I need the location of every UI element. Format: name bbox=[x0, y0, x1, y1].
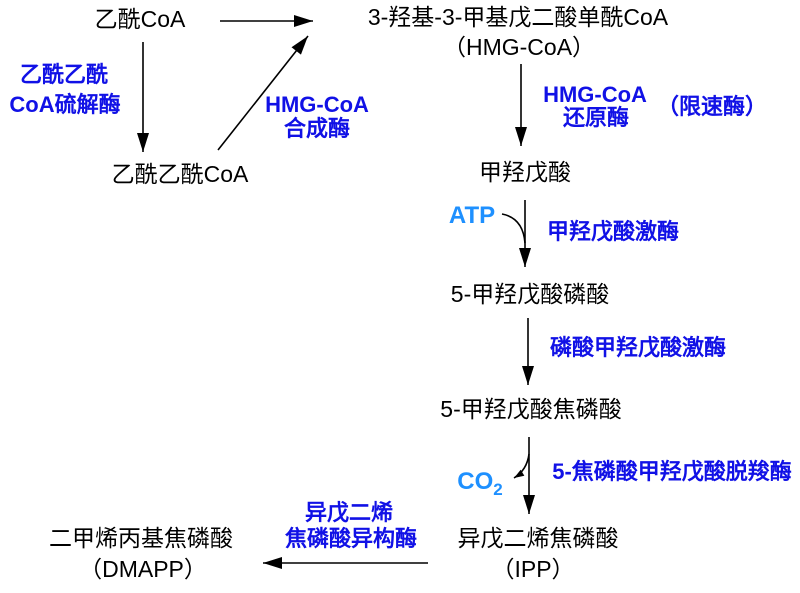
cofactor-atp: ATP bbox=[448, 202, 496, 229]
node-mevalonate-5-pyrophosphate: 5-甲羟戊酸焦磷酸 bbox=[440, 396, 622, 422]
node-dimethylallyl-pyrophosphate: 二甲烯丙基焦磷酸 bbox=[49, 525, 233, 551]
node-dimethylallyl-pyrophosphate-abbr: （DMAPP） bbox=[79, 556, 207, 582]
enzyme-hmg-coa-reductase-line2: 还原酶 bbox=[562, 105, 630, 130]
arrow-acetoacetylcoa-to-hmgcoa bbox=[217, 35, 309, 151]
enzyme-mevalonate-kinase: 甲羟戊酸激酶 bbox=[546, 219, 680, 244]
node-mevalonate-5-phosphate: 5-甲羟戊酸磷酸 bbox=[450, 281, 610, 307]
cofactor-co2: CO2 bbox=[457, 468, 503, 499]
node-acetyl-coa: 乙酰CoA bbox=[94, 6, 186, 32]
enzyme-pyrophosphomevalonate-decarboxylase: 5-焦磷酸甲羟戊酸脱羧酶 bbox=[552, 459, 792, 484]
co2-release-curve bbox=[513, 453, 530, 479]
enzyme-hmg-coa-synthase-line1: HMG-CoA bbox=[265, 92, 369, 117]
enzyme-hmg-coa-reductase-line1: HMG-CoA bbox=[543, 82, 647, 107]
node-acetoacetyl-coa: 乙酰乙酰CoA bbox=[111, 161, 249, 187]
node-isopentenyl-pyrophosphate-abbr: （IPP） bbox=[491, 556, 575, 582]
rate-limiting-enzyme-note: （限速酶） bbox=[656, 94, 768, 119]
node-hmg-coa: 3-羟基-3-甲基戊二酸单酰CoA bbox=[367, 4, 669, 30]
atp-entry-curve bbox=[501, 213, 526, 244]
enzyme-acetoacetyl-coa-thiolase-line2: CoA硫解酶 bbox=[9, 92, 121, 117]
co2-subscript: 2 bbox=[493, 479, 503, 499]
enzyme-ipp-isomerase-line1: 异戊二烯 bbox=[304, 500, 394, 525]
enzyme-phosphomevalonate-kinase: 磷酸甲羟戊酸激酶 bbox=[549, 335, 727, 360]
enzyme-acetoacetyl-coa-thiolase-line1: 乙酰乙酰 bbox=[19, 62, 109, 87]
enzyme-ipp-isomerase-line2: 焦磷酸异构酶 bbox=[284, 526, 418, 551]
node-hmg-coa-abbr: （HMG-CoA） bbox=[442, 34, 596, 60]
enzyme-hmg-coa-synthase-line2: 合成酶 bbox=[283, 116, 351, 141]
co2-base-text: CO bbox=[457, 468, 494, 495]
node-isopentenyl-pyrophosphate: 异戊二烯焦磷酸 bbox=[457, 525, 619, 551]
node-mevalonate: 甲羟戊酸 bbox=[479, 159, 571, 185]
